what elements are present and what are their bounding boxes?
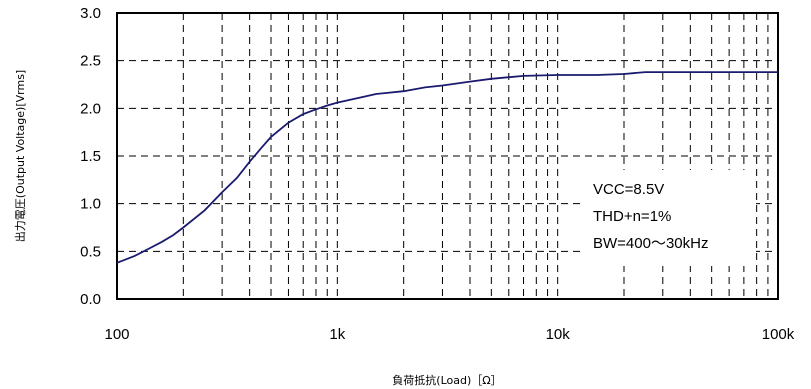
x-tick-label: 10k [546, 326, 571, 343]
y-tick-labels: 0.0 0.5 1.0 1.5 2.0 2.5 3.0 [80, 5, 101, 308]
y-tick-label: 0.0 [80, 291, 101, 308]
annotation-text: BW=400～30kHz [593, 235, 708, 252]
x-tick-labels: 100 1k 10k 100k [104, 326, 794, 343]
y-tick-label: 2.0 [80, 100, 101, 117]
x-tick-label: 100 [104, 326, 129, 343]
annotation-box: VCC=8.5V THD+n=1% BW=400～30kHz [584, 170, 756, 266]
y-tick-label: 1.5 [80, 148, 101, 165]
y-axis-label: 出力電圧(Output Voltage)[Vrms] [13, 70, 27, 242]
x-tick-label: 1k [329, 326, 345, 343]
annotation-text: THD+n=1% [593, 208, 671, 225]
x-axis-label: 負荷抵抗(Load)［Ω］ [392, 373, 501, 387]
annotation-text: VCC=8.5V [593, 181, 664, 198]
y-tick-label: 1.0 [80, 196, 101, 213]
y-tick-label: 3.0 [80, 5, 101, 22]
series-line [116, 71, 778, 264]
annotation-background [584, 170, 756, 266]
x-tick-label: 100k [762, 326, 795, 343]
y-tick-label: 2.5 [80, 53, 101, 70]
y-tick-label: 0.5 [80, 243, 101, 260]
grid-lines [117, 13, 778, 299]
plot-area [116, 12, 779, 300]
